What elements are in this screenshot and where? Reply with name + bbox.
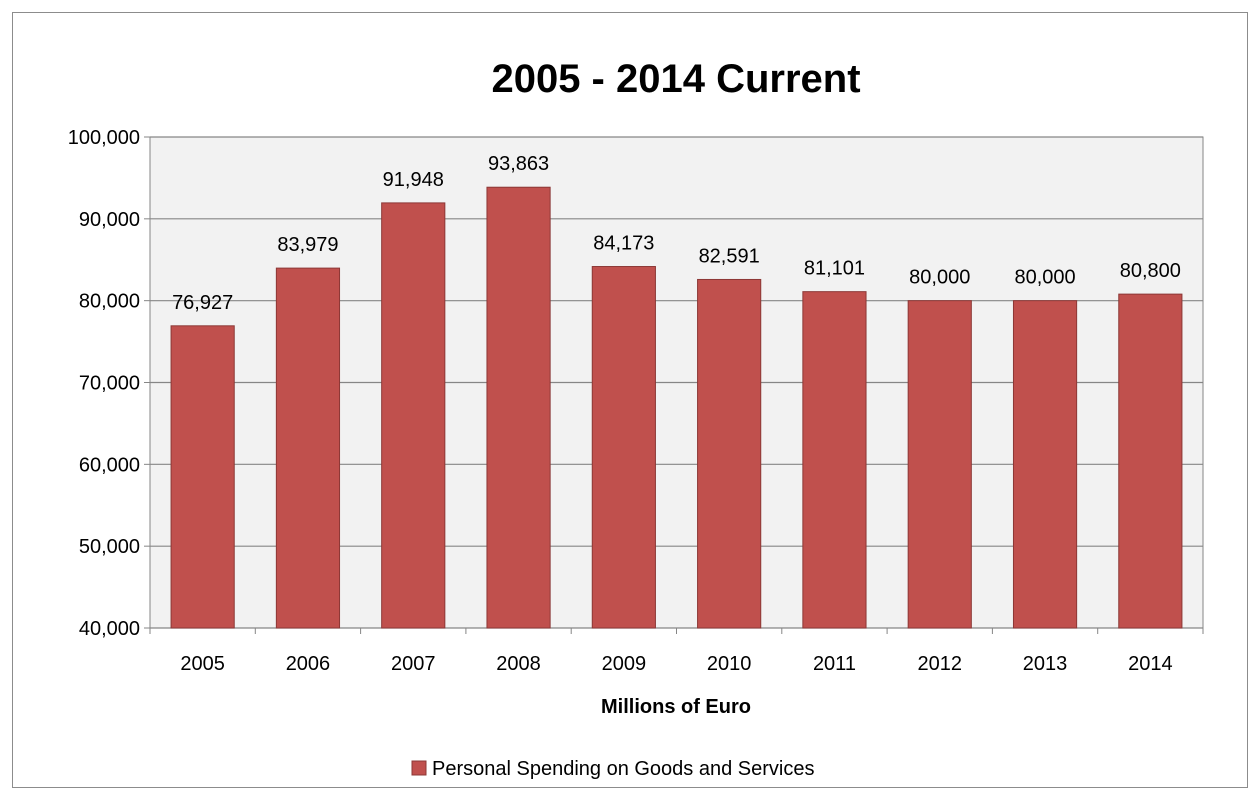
bar xyxy=(381,202,446,629)
x-tick-label: 2011 xyxy=(813,653,856,675)
x-axis: 2005 2006 2007 2008 2009 2010 2011 2012 2013 2014 xyxy=(149,628,1204,675)
bars xyxy=(170,186,1183,629)
data-label: 80,000 xyxy=(909,267,970,289)
x-tick-label: 2014 xyxy=(1128,653,1173,675)
x-tick-label: 2012 xyxy=(918,653,963,675)
x-axis-title: Millions of Euro xyxy=(601,696,751,718)
y-tick-label: 40,000 xyxy=(79,618,140,640)
bar xyxy=(1118,293,1183,629)
data-label: 82,591 xyxy=(699,245,760,267)
y-tick-label: 90,000 xyxy=(79,209,140,231)
y-tick-label: 70,000 xyxy=(79,373,140,395)
data-label: 93,863 xyxy=(488,153,549,175)
bar xyxy=(697,278,762,629)
bar xyxy=(591,266,656,629)
data-label: 76,927 xyxy=(172,292,233,314)
bar xyxy=(907,300,972,629)
bar xyxy=(802,291,867,629)
x-tick-label: 2007 xyxy=(391,653,436,675)
x-tick-label: 2009 xyxy=(602,653,647,675)
x-tick-label: 2005 xyxy=(180,653,225,675)
value-labels: 76,927 83,979 91,948 93,863 84,173 82,591 81,1… xyxy=(172,153,1181,314)
data-label: 83,979 xyxy=(277,234,338,256)
data-label: 80,000 xyxy=(1014,267,1075,289)
chart-title: 2005 - 2014 Current xyxy=(491,57,860,101)
x-tick-label: 2008 xyxy=(496,653,541,675)
bar xyxy=(170,325,235,629)
data-label: 91,948 xyxy=(383,169,444,191)
y-tick-label: 50,000 xyxy=(79,536,140,558)
legend-swatch xyxy=(411,760,427,776)
x-tick-label: 2010 xyxy=(707,653,752,675)
data-label: 84,173 xyxy=(593,233,654,255)
y-tick-label: 60,000 xyxy=(79,454,140,476)
bar xyxy=(275,267,341,629)
y-tick-label: 80,000 xyxy=(79,291,140,313)
bar xyxy=(486,186,551,629)
x-tick-label: 2013 xyxy=(1023,653,1068,675)
y-tick-label: 100,000 xyxy=(68,127,140,149)
legend: Personal Spending on Goods and Services xyxy=(411,758,814,780)
data-label: 80,800 xyxy=(1120,260,1181,282)
y-axis: 40,000 50,000 60,000 70,000 80,000 90,000 100,… xyxy=(68,127,150,640)
bar xyxy=(1012,300,1078,629)
x-tick-label: 2006 xyxy=(286,653,331,675)
data-label: 81,101 xyxy=(804,258,865,280)
legend-label: Personal Spending on Goods and Services xyxy=(432,758,814,780)
